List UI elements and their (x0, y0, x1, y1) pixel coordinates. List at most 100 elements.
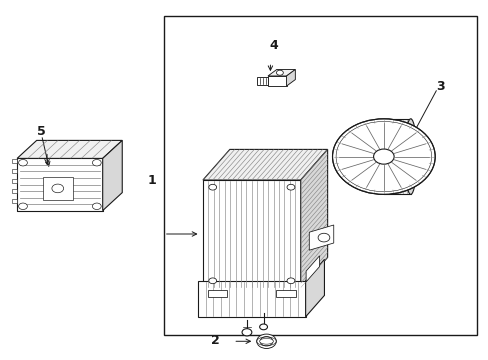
Polygon shape (203, 180, 300, 288)
Polygon shape (203, 180, 300, 288)
Polygon shape (203, 149, 327, 180)
Circle shape (332, 119, 434, 194)
Polygon shape (300, 149, 327, 288)
Polygon shape (203, 180, 300, 288)
Text: 4: 4 (269, 39, 278, 51)
Circle shape (242, 329, 251, 336)
Circle shape (332, 119, 434, 194)
Polygon shape (300, 149, 327, 288)
Circle shape (276, 70, 283, 75)
Polygon shape (198, 281, 305, 317)
Polygon shape (383, 119, 410, 194)
Polygon shape (198, 281, 305, 317)
Polygon shape (300, 149, 327, 288)
Ellipse shape (259, 338, 273, 344)
Polygon shape (300, 149, 327, 288)
Polygon shape (203, 180, 300, 288)
Polygon shape (257, 77, 267, 85)
Polygon shape (17, 140, 122, 158)
Polygon shape (383, 119, 410, 194)
Polygon shape (308, 225, 333, 250)
Polygon shape (102, 140, 122, 211)
Polygon shape (203, 180, 300, 288)
Polygon shape (17, 158, 102, 211)
Polygon shape (17, 158, 102, 211)
Polygon shape (203, 180, 300, 288)
Circle shape (92, 203, 101, 210)
Polygon shape (203, 180, 300, 288)
Circle shape (332, 119, 434, 194)
Polygon shape (17, 158, 102, 211)
Polygon shape (383, 119, 410, 194)
Circle shape (286, 278, 294, 284)
Polygon shape (383, 119, 410, 194)
Polygon shape (203, 149, 327, 180)
Polygon shape (198, 281, 305, 317)
Circle shape (332, 119, 434, 194)
Bar (163, 16, 476, 335)
Polygon shape (203, 149, 327, 180)
Polygon shape (300, 149, 327, 288)
Polygon shape (300, 149, 327, 288)
Polygon shape (300, 149, 327, 288)
Polygon shape (203, 180, 300, 288)
Polygon shape (203, 149, 327, 180)
Polygon shape (17, 158, 102, 211)
Polygon shape (198, 281, 305, 317)
Circle shape (259, 324, 267, 330)
Polygon shape (300, 149, 327, 288)
Circle shape (256, 334, 276, 348)
Polygon shape (203, 180, 300, 288)
Polygon shape (17, 158, 102, 211)
Circle shape (260, 337, 272, 346)
Polygon shape (203, 149, 327, 180)
Polygon shape (198, 281, 305, 317)
Polygon shape (198, 281, 305, 317)
Polygon shape (203, 149, 327, 180)
Polygon shape (203, 180, 300, 288)
Polygon shape (300, 149, 327, 288)
Polygon shape (300, 149, 327, 288)
Circle shape (208, 184, 216, 190)
Polygon shape (300, 149, 327, 288)
Circle shape (332, 119, 434, 194)
Polygon shape (300, 149, 327, 288)
Polygon shape (300, 149, 327, 288)
Polygon shape (203, 149, 327, 180)
Polygon shape (203, 149, 327, 180)
Polygon shape (203, 149, 327, 180)
Circle shape (332, 119, 434, 194)
Polygon shape (203, 149, 327, 180)
Polygon shape (203, 180, 300, 288)
Polygon shape (203, 180, 300, 288)
Bar (12, 179, 17, 183)
Ellipse shape (404, 119, 416, 194)
Polygon shape (17, 140, 122, 158)
Circle shape (373, 149, 393, 164)
Polygon shape (300, 149, 327, 288)
Circle shape (92, 159, 101, 166)
Text: 3: 3 (435, 80, 444, 93)
Polygon shape (300, 149, 327, 288)
Polygon shape (203, 180, 300, 288)
Polygon shape (203, 149, 327, 180)
Text: 2: 2 (210, 334, 219, 347)
Polygon shape (203, 180, 300, 288)
Circle shape (332, 119, 434, 194)
Polygon shape (203, 180, 300, 288)
Text: 5: 5 (37, 125, 46, 138)
Polygon shape (300, 149, 327, 288)
Polygon shape (300, 149, 327, 288)
Polygon shape (17, 158, 102, 211)
Circle shape (286, 184, 294, 190)
Polygon shape (286, 69, 295, 86)
Circle shape (332, 119, 434, 194)
Circle shape (19, 203, 27, 210)
Polygon shape (203, 149, 327, 180)
Circle shape (332, 119, 434, 194)
Circle shape (318, 233, 329, 242)
Polygon shape (198, 281, 305, 317)
Polygon shape (305, 259, 324, 317)
Bar (43, 177, 73, 200)
Polygon shape (207, 290, 227, 297)
